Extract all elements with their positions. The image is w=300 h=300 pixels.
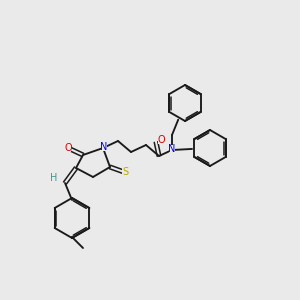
FancyBboxPatch shape — [158, 136, 164, 144]
Text: S: S — [122, 167, 128, 177]
Text: N: N — [100, 142, 108, 152]
Text: N: N — [168, 144, 176, 154]
FancyBboxPatch shape — [101, 143, 107, 151]
FancyBboxPatch shape — [65, 144, 71, 152]
FancyBboxPatch shape — [122, 168, 128, 176]
Text: O: O — [157, 135, 165, 145]
Text: O: O — [64, 143, 72, 153]
Text: H: H — [50, 173, 58, 183]
FancyBboxPatch shape — [169, 145, 175, 153]
FancyBboxPatch shape — [51, 174, 57, 182]
